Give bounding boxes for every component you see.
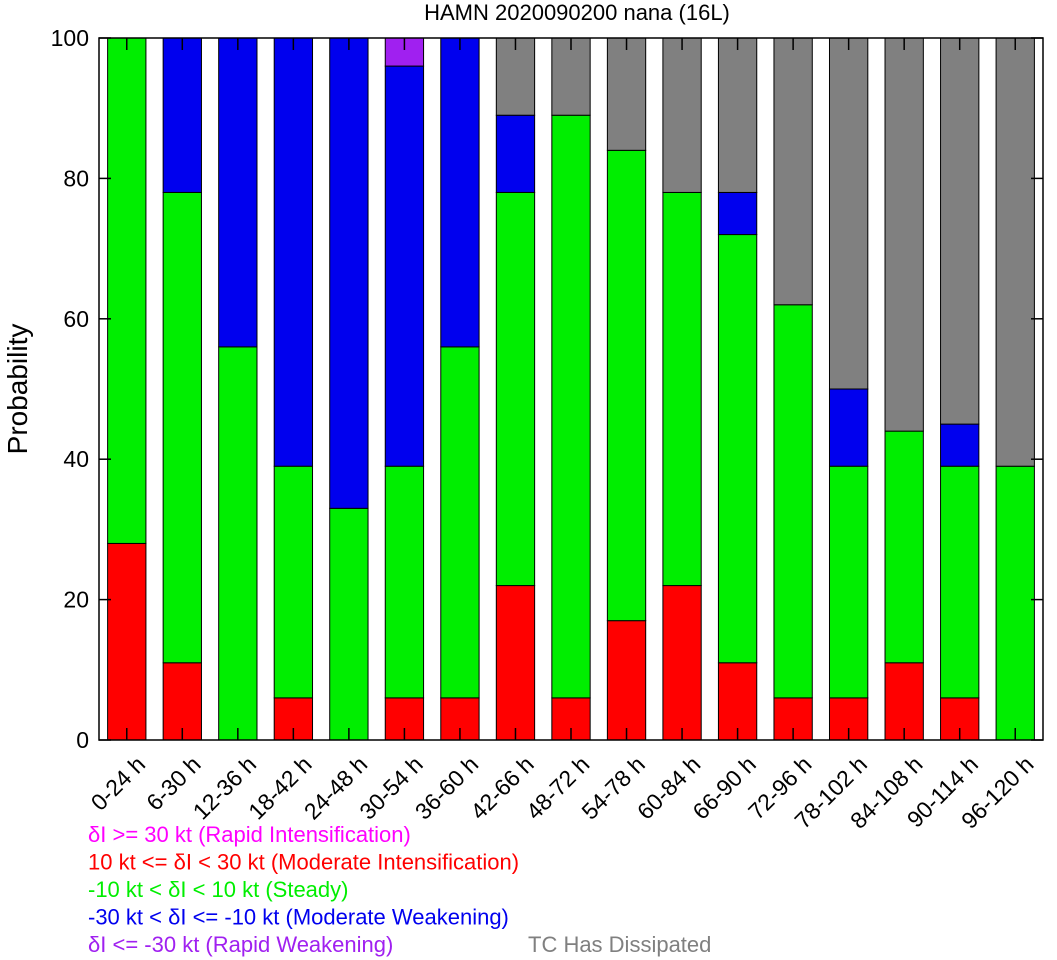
bar-dissipated-7	[495, 37, 536, 116]
y-tick-label-2: 40	[63, 446, 89, 472]
bar-dissipated-13	[828, 37, 869, 390]
bar-st-5	[384, 465, 425, 699]
bar-mi-1	[162, 662, 202, 741]
bar-st-6	[440, 346, 480, 699]
x-tick-label-0: 0-24 h	[86, 751, 151, 816]
bar-dissipated-12	[773, 37, 813, 306]
bar-st-0	[107, 37, 147, 544]
y-tick-label-0: 0	[76, 727, 89, 753]
bar-st-14	[884, 430, 924, 664]
bar-st-4	[329, 507, 369, 741]
bar-mw-13	[828, 388, 869, 467]
bar-dissipated-16	[995, 37, 1035, 467]
bar-mi-14	[884, 662, 924, 741]
legend: δI >= 30 kt (Rapid Intensification) 10 kt…	[88, 822, 711, 957]
y-axis-label: Probability	[2, 324, 33, 455]
chart-title: HAMN 2020090200 nana (16L)	[424, 0, 730, 25]
bar-st-15	[940, 465, 980, 699]
bar-mw-2	[218, 37, 258, 348]
legend-item-rw: δI <= -30 kt (Rapid Weakening)	[88, 932, 393, 957]
bar-st-13	[828, 465, 869, 699]
legend-item-ri: δI >= 30 kt (Rapid Intensification)	[88, 822, 411, 847]
bar-st-16	[995, 465, 1035, 741]
bar-st-12	[773, 304, 813, 699]
bar-mw-4	[329, 37, 369, 509]
y-tick-label-4: 80	[63, 165, 89, 191]
bar-mi-10	[662, 585, 702, 741]
bar-st-11	[717, 234, 758, 664]
bar-mi-7	[495, 585, 536, 741]
bars-group	[107, 37, 1035, 741]
bar-rw-5	[384, 37, 425, 67]
bar-mw-7	[495, 114, 536, 193]
bar-mi-0	[107, 542, 147, 741]
bar-dissipated-15	[940, 37, 980, 425]
bar-dissipated-8	[551, 37, 591, 116]
legend-item-mi: 10 kt <= δI < 30 kt (Moderate Intensific…	[88, 850, 519, 875]
bar-st-8	[551, 114, 591, 699]
bar-st-1	[162, 191, 202, 664]
legend-item-dissipated: TC Has Dissipated	[528, 932, 711, 957]
bar-dissipated-9	[606, 37, 647, 151]
bar-mw-11	[717, 191, 758, 236]
bar-mw-3	[273, 37, 314, 467]
bar-mw-1	[162, 37, 202, 193]
y-tick-label-5: 100	[51, 25, 89, 51]
legend-item-mw: -30 kt < δI <= -10 kt (Moderate Weakenin…	[88, 905, 509, 930]
legend-item-st: -10 kt < δI < 10 kt (Steady)	[88, 877, 348, 902]
bar-mw-6	[440, 37, 480, 348]
bar-dissipated-14	[884, 37, 924, 432]
bar-st-10	[662, 191, 702, 587]
bar-mi-9	[606, 620, 647, 741]
y-tick-label-1: 20	[63, 587, 89, 613]
bar-st-3	[273, 465, 314, 699]
bar-st-7	[495, 191, 536, 587]
bar-dissipated-10	[662, 37, 702, 193]
bar-st-2	[218, 346, 258, 741]
bar-mw-15	[940, 423, 980, 467]
y-tick-label-3: 60	[63, 306, 89, 332]
bar-mw-5	[384, 65, 425, 467]
bar-st-9	[606, 149, 647, 622]
bar-dissipated-11	[717, 37, 758, 193]
